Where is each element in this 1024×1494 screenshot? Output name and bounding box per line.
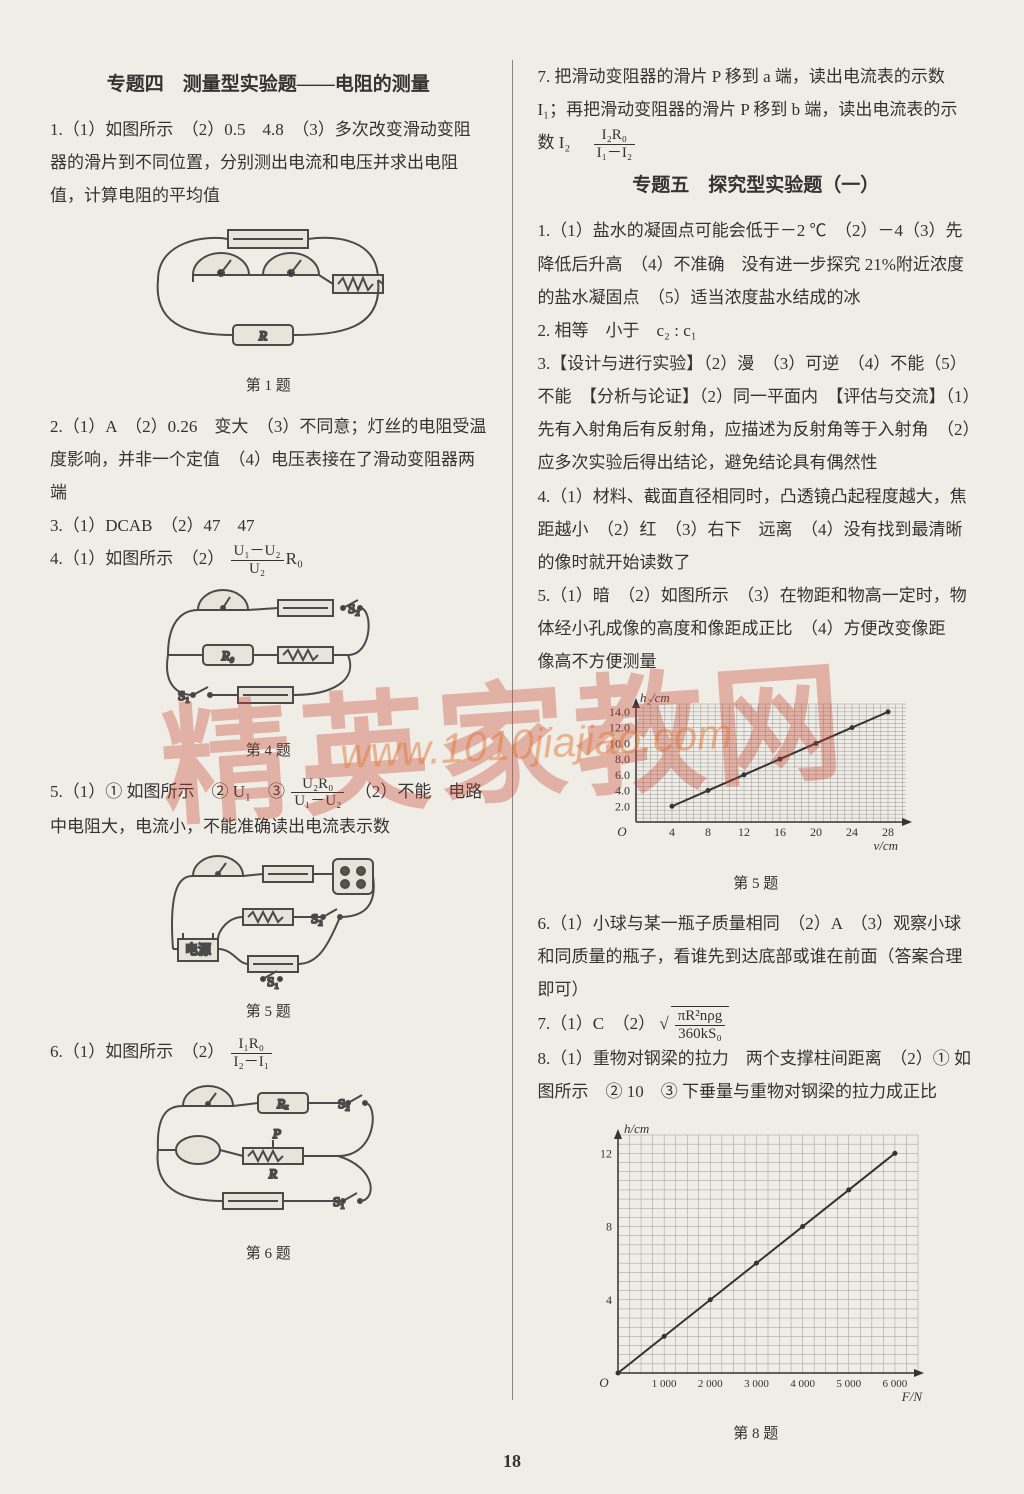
svg-text:12.0: 12.0 [609,721,630,735]
q2-text: 2.（1）A （2）0.26 变大 （3）不同意；灯丝的电阻受温度影响，并非一个… [50,410,487,509]
svg-text:4: 4 [669,825,675,839]
q6-text: 6.（1）如图所示 （2） I₁R₀ I₂－I₁ [50,1035,487,1070]
chart8-svg: 1 0002 0003 0004 0005 0006 0004812h/cmF/… [576,1117,936,1407]
svg-text:16: 16 [774,825,786,839]
svg-text:4: 4 [606,1292,612,1306]
figure-6: Rₓ S₂ P R S₁ [50,1078,487,1269]
rq3-text: 3.【设计与进行实验】（2）漫 （3）可逆 （4）不能（5）不能 【分析与论证】… [538,347,975,480]
svg-text:14.0: 14.0 [609,705,630,719]
svg-text:2 000: 2 000 [698,1378,723,1390]
svg-text:Rₓ: Rₓ [276,1096,289,1111]
column-divider [512,60,513,1400]
q6-frac: I₁R₀ I₂－I₁ [231,1036,272,1070]
svg-text:5 000: 5 000 [836,1378,861,1390]
rq7-frac: I₂R₀ I₁－I₂ [594,127,635,161]
figure-5-label: 第 5 题 [50,998,487,1027]
figure-4: S₂ R₀ S₁ [50,585,487,766]
right-column: 7. 把滑动变阻器的滑片 P 移到 a 端，读出电流表的示数 I₁；再把滑动变阻… [538,60,975,1457]
circuit-1-svg: R [138,220,398,370]
rq7b-a: 7.（1）C （2） [538,1014,656,1033]
q5-a: 5.（1）① 如图所示 ② U₁ ③ [50,782,289,801]
q4-text: 4.（1）如图所示 （2） U₁－U₂ U₂ R₀ [50,542,487,577]
svg-text:6.0: 6.0 [615,768,630,782]
chart5-svg: 4 8 12 16 20 24 28 2.0 4.0 6.0 8.010.0 12.0 14.0 h₂/c… [591,686,921,856]
svg-text:20: 20 [810,825,822,839]
circuit-4-svg: S₂ R₀ S₁ [148,585,388,735]
q4-a: 4.（1）如图所示 （2） [50,549,224,568]
rq6-text: 6.（1）小球与某一瓶子质量相同 （2）A （3）观察小球和同质量的瓶子，看谁先… [538,907,975,1006]
q4-b: R₀ [286,549,303,568]
svg-text:R: R [268,1166,277,1181]
svg-text:8: 8 [606,1219,612,1233]
svg-text:电源: 电源 [185,942,211,957]
topic5-title: 专题五 探究型实验题（一） [538,167,975,204]
figure-6-label: 第 6 题 [50,1240,487,1269]
rq1-text: 1.（1）盐水的凝固点可能会低于－2 ℃ （2）－4（3）先降低后升高 （4）不… [538,214,975,313]
topic4-title: 专题四 测量型实验题——电阻的测量 [50,66,487,103]
svg-text:4.0: 4.0 [615,784,630,798]
rq5-text: 5.（1）暗 （2）如图所示 （3）在物距和物高一定时，物体经小孔成像的高度和像… [538,579,975,678]
rq2-text: 2. 相等 小于 c₂ : c₁ [538,314,975,347]
svg-text:1 000: 1 000 [652,1378,677,1390]
svg-text:P: P [272,1126,281,1141]
svg-text:8: 8 [705,825,711,839]
svg-text:28: 28 [882,825,894,839]
svg-text:h₂/cm: h₂/cm [640,690,670,705]
q3-text: 3.（1）DCAB （2）47 47 [50,509,487,542]
svg-text:4 000: 4 000 [790,1378,815,1390]
svg-text:3 000: 3 000 [744,1378,769,1390]
circuit-6-svg: Rₓ S₂ P R S₁ [138,1078,398,1238]
figure-1-label: 第 1 题 [50,372,487,401]
q5-text: 5.（1）① 如图所示 ② U₁ ③ U₂R₀ U₁－U₂ （2）不能 电路中电… [50,775,487,843]
svg-text:O: O [599,1375,609,1390]
svg-text:O: O [617,824,627,839]
page-container: 专题四 测量型实验题——电阻的测量 1.（1）如图所示 （2）0.5 4.8 （… [0,0,1024,1487]
svg-text:R₀: R₀ [221,648,234,663]
svg-text:2.0: 2.0 [615,800,630,814]
figure-5: S₂ 电源 S₁ 第 5 题 [50,851,487,1027]
figure-4-label: 第 4 题 [50,737,487,766]
q4-frac: U₁－U₂ U₂ [231,543,284,577]
rq7b-sqrt: πR²nρg 360kS₀ [671,1006,730,1042]
svg-text:24: 24 [846,825,858,839]
chart8-caption: 第 8 题 [538,1420,975,1449]
rq4-text: 4.（1）材料、截面直径相同时，凸透镜凸起程度越大，焦距越小 （2）红 （3）右… [538,480,975,579]
circuit-5-svg: S₂ 电源 S₁ [148,851,388,996]
svg-text:10.0: 10.0 [609,737,630,751]
q5-frac: U₂R₀ U₁－U₂ [291,776,344,810]
left-column: 专题四 测量型实验题——电阻的测量 1.（1）如图所示 （2）0.5 4.8 （… [50,60,487,1457]
rq7-text: 7. 把滑动变阻器的滑片 P 移到 a 端，读出电流表的示数 I₁；再把滑动变阻… [538,60,975,161]
svg-text:v/cm: v/cm [873,838,898,853]
q6-a: 6.（1）如图所示 （2） [50,1042,224,1061]
svg-text:8.0: 8.0 [615,752,630,766]
svg-text:12: 12 [600,1146,612,1160]
page-number: 18 [0,1451,1024,1472]
q1-text: 1.（1）如图所示 （2）0.5 4.8 （3）多次改变滑动变阻器的滑片到不同位… [50,113,487,212]
chart8-figure: 1 0002 0003 0004 0005 0006 0004812h/cmF/… [538,1117,975,1449]
figure-1: R 第 1 题 [50,220,487,401]
svg-text:F/N: F/N [901,1389,924,1404]
rq8-text: 8.（1）重物对钢梁的拉力 两个支撑柱间距离 （2）① 如图所示 ② 10 ③ … [538,1042,975,1108]
rq7b-text: 7.（1）C （2） √ πR²nρg 360kS₀ [538,1006,975,1042]
svg-text:R: R [258,328,267,343]
chart5-caption: 第 5 题 [538,870,975,899]
svg-text:12: 12 [738,825,750,839]
chart5-figure: 4 8 12 16 20 24 28 2.0 4.0 6.0 8.010.0 12.0 14.0 h₂/c… [538,686,975,898]
svg-text:h/cm: h/cm [624,1121,649,1136]
